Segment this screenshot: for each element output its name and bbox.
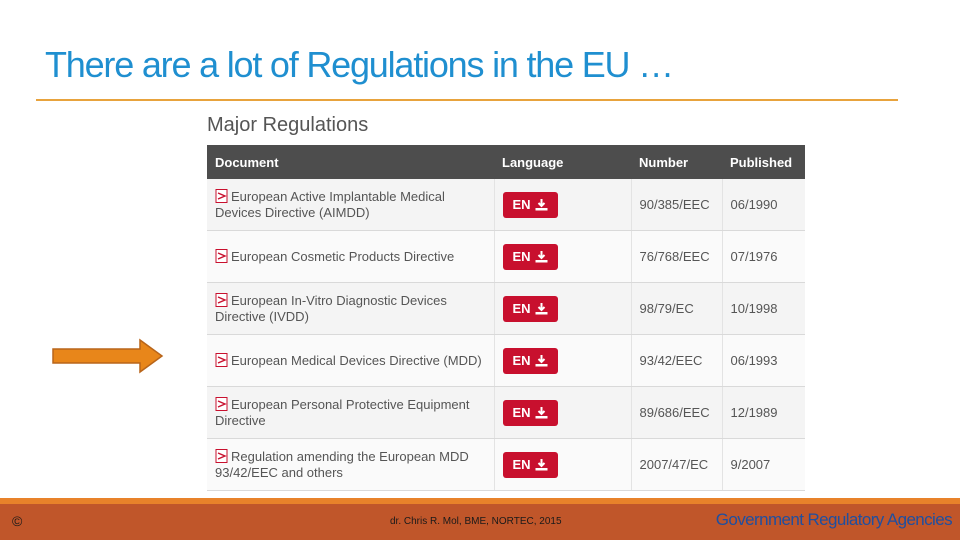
language-label: EN (512, 353, 531, 368)
slide-title: There are a lot of Regulations in the EU… (45, 44, 674, 85)
column-header-language[interactable]: Language (494, 145, 631, 179)
download-en-button[interactable]: EN (502, 295, 558, 322)
language-label: EN (512, 457, 531, 472)
table-row: European Active Implantable Medical Devi… (207, 179, 805, 231)
column-header-published[interactable]: Published (722, 145, 805, 179)
panel-heading: Major Regulations (207, 114, 369, 136)
language-label: EN (512, 405, 531, 420)
pdf-icon (215, 352, 228, 367)
pdf-icon (215, 292, 228, 307)
column-header-number[interactable]: Number (631, 145, 722, 179)
download-en-button[interactable]: EN (502, 347, 558, 374)
document-cell[interactable]: Regulation amending the European MDD 93/… (207, 438, 495, 491)
document-cell[interactable]: European Active Implantable Medical Devi… (207, 179, 495, 231)
document-title[interactable]: European Cosmetic Products Directive (231, 248, 455, 264)
footer-credit: dr. Chris R. Mol, BME, NORTEC, 2015 (390, 516, 562, 527)
document-title[interactable]: European Personal Protective Equipment D… (215, 396, 470, 428)
title-divider (36, 99, 898, 101)
table-header-row: Document Language Number Published (207, 145, 805, 179)
document-title[interactable]: European Active Implantable Medical Devi… (215, 188, 445, 220)
table-row: European Cosmetic Products Directive EN … (207, 230, 805, 283)
number-cell: 90/385/EEC (631, 179, 723, 231)
published-cell: 06/1990 (722, 179, 805, 231)
language-cell: EN (494, 386, 632, 439)
download-en-button[interactable]: EN (502, 451, 558, 478)
table-row: European Personal Protective Equipment D… (207, 386, 805, 439)
regulations-table: Document Language Number Published Europ… (207, 145, 805, 491)
number-cell: 89/686/EEC (631, 386, 723, 439)
document-title[interactable]: European In-Vitro Diagnostic Devices Dir… (215, 292, 447, 324)
number-cell: 98/79/EC (631, 282, 723, 335)
table-row: Regulation amending the European MDD 93/… (207, 438, 805, 491)
arrow-right-icon (52, 338, 164, 374)
download-en-button[interactable]: EN (502, 191, 558, 218)
language-cell: EN (494, 179, 632, 231)
regulations-panel: Major Regulations Document Language Numb… (207, 112, 805, 491)
copyright-symbol: © (12, 513, 23, 529)
document-cell[interactable]: European Cosmetic Products Directive (207, 230, 495, 283)
published-cell: 12/1989 (722, 386, 805, 439)
footer-accent-bar (0, 498, 960, 504)
download-icon (535, 250, 548, 262)
language-cell: EN (494, 438, 632, 491)
published-cell: 06/1993 (722, 334, 805, 387)
published-cell: 07/1976 (722, 230, 805, 283)
column-header-document[interactable]: Document (207, 145, 494, 179)
pdf-icon (215, 396, 228, 411)
language-cell: EN (494, 282, 632, 335)
document-cell[interactable]: European Personal Protective Equipment D… (207, 386, 495, 439)
download-icon (535, 458, 548, 470)
pdf-icon (215, 248, 228, 263)
number-cell: 2007/47/EC (631, 438, 723, 491)
language-label: EN (512, 197, 531, 212)
download-en-button[interactable]: EN (502, 399, 558, 426)
number-cell: 76/768/EEC (631, 230, 723, 283)
download-icon (535, 198, 548, 210)
download-icon (535, 406, 548, 418)
download-en-button[interactable]: EN (502, 243, 558, 270)
document-cell[interactable]: European In-Vitro Diagnostic Devices Dir… (207, 282, 495, 335)
download-icon (535, 354, 548, 366)
language-cell: EN (494, 334, 632, 387)
published-cell: 9/2007 (722, 438, 805, 491)
document-cell[interactable]: European Medical Devices Directive (MDD) (207, 334, 495, 387)
published-cell: 10/1998 (722, 282, 805, 335)
footer-brand: Government Regulatory Agencies (715, 510, 953, 529)
download-icon (535, 302, 548, 314)
pdf-icon (215, 188, 228, 203)
slide-footer: © dr. Chris R. Mol, BME, NORTEC, 2015 Go… (0, 498, 960, 540)
language-label: EN (512, 301, 531, 316)
pdf-icon (215, 448, 228, 463)
table-row: European Medical Devices Directive (MDD)… (207, 334, 805, 387)
language-label: EN (512, 249, 531, 264)
document-title[interactable]: European Medical Devices Directive (MDD) (231, 352, 482, 368)
document-title[interactable]: Regulation amending the European MDD 93/… (215, 448, 469, 480)
number-cell: 93/42/EEC (631, 334, 723, 387)
language-cell: EN (494, 230, 632, 283)
table-row: European In-Vitro Diagnostic Devices Dir… (207, 282, 805, 335)
